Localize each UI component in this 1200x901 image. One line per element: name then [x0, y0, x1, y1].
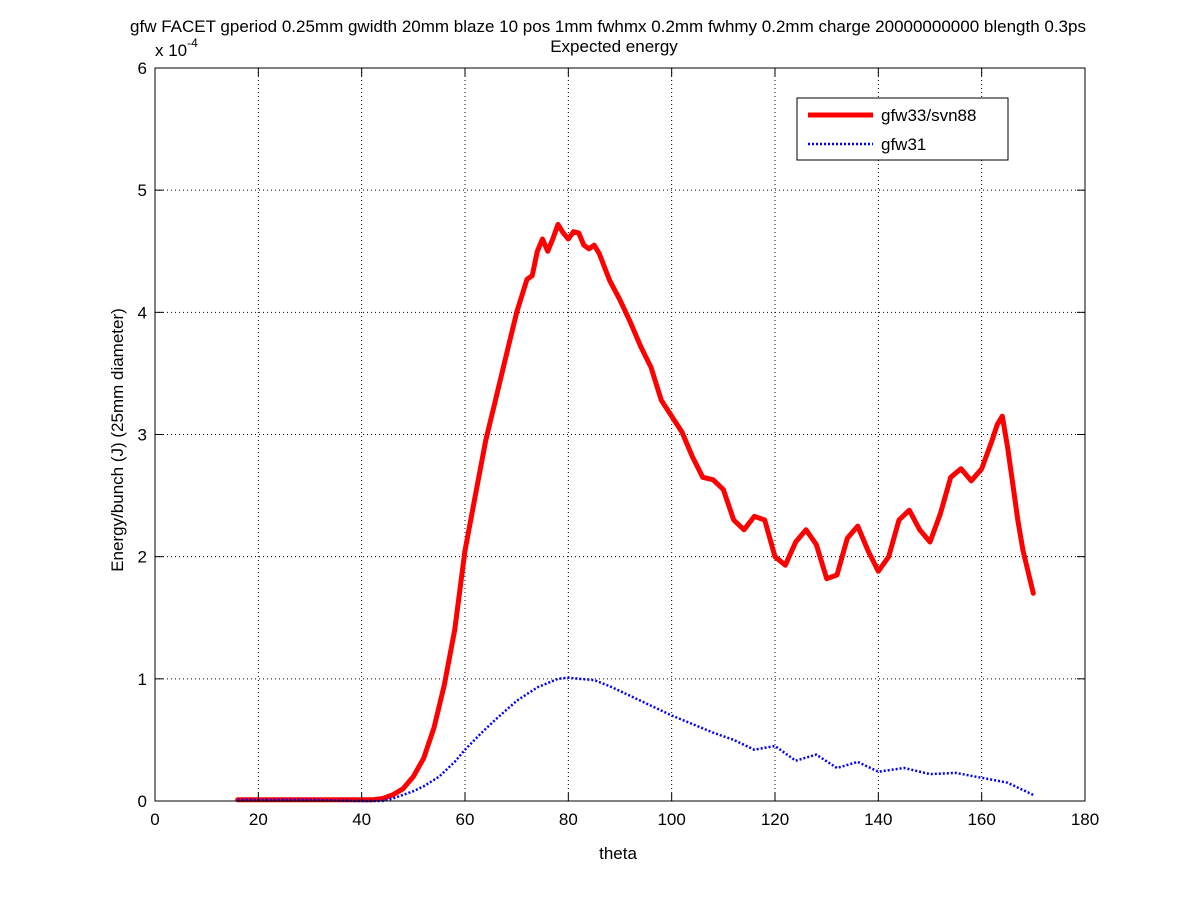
- legend-label-series-2: gfw31: [881, 135, 926, 154]
- grid-lines: [155, 68, 1085, 801]
- legend-box: [796, 97, 1009, 161]
- x-tick-label: 120: [761, 810, 789, 829]
- y-tick-label: 4: [138, 303, 147, 322]
- chart-title: gfw FACET gperiod 0.25mm gwidth 20mm bla…: [130, 17, 1086, 36]
- y-tick-label: 0: [138, 792, 147, 811]
- x-tick-label: 60: [456, 810, 475, 829]
- y-multiplier-exponent: -4: [187, 36, 198, 50]
- y-tick-label: 1: [138, 670, 147, 689]
- y-tick-label: 6: [138, 59, 147, 78]
- x-tick-labels: 0 20 40 60 80 100 120 140 160 180: [150, 810, 1099, 829]
- y-tick-label: 2: [138, 548, 147, 567]
- x-tick-label: 0: [150, 810, 159, 829]
- x-tick-label: 140: [864, 810, 892, 829]
- axis-ticks: [154, 67, 1086, 802]
- chart-subtitle: Expected energy: [550, 37, 678, 56]
- series-line-1: [235, 221, 1036, 803]
- series-lines: [235, 221, 1036, 803]
- x-tick-label: 80: [559, 810, 578, 829]
- y-axis-label: Energy/bunch (J) (25mm diameter): [108, 308, 127, 572]
- y-tick-label: 3: [138, 426, 147, 445]
- x-axis-label: theta: [599, 844, 637, 863]
- y-multiplier-base: x 10: [155, 41, 187, 60]
- x-tick-label: 100: [657, 810, 685, 829]
- legend-label-series-1: gfw33/svn88: [881, 106, 976, 125]
- y-tick-labels: 0 1 2 3 4 5 6: [138, 59, 147, 811]
- x-tick-label: 160: [967, 810, 995, 829]
- legend: gfw33/svn88 gfw31: [796, 97, 1009, 161]
- x-tick-label: 180: [1071, 810, 1099, 829]
- x-tick-label: 20: [249, 810, 268, 829]
- y-tick-label: 5: [138, 181, 147, 200]
- y-multiplier-label: x 10-4: [155, 36, 198, 60]
- x-tick-label: 40: [352, 810, 371, 829]
